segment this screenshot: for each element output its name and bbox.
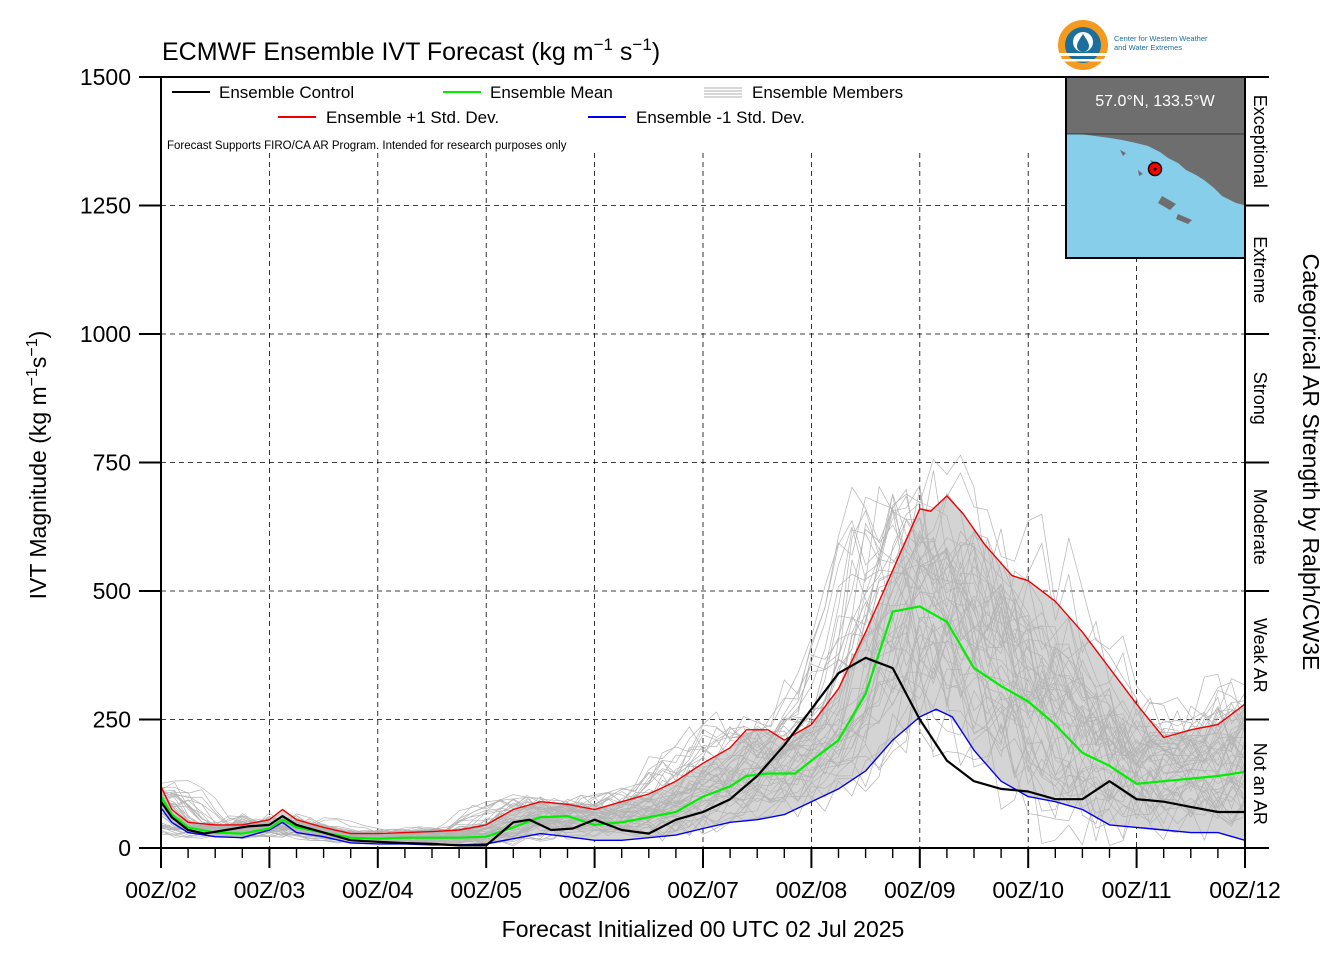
ensemble-member-line [160, 619, 1246, 847]
chart-title: ECMWF Ensemble IVT Forecast (kg m−1 s−1) [162, 35, 660, 66]
category-label: Not an AR [1250, 743, 1270, 825]
x-tick-label: 00Z/02 [125, 877, 197, 903]
y-tick-label: 1500 [80, 64, 131, 90]
x-tick-label: 00Z/10 [992, 877, 1064, 903]
ensemble-member-line [160, 454, 1246, 835]
cw3e-logo: Center for Western Weather and Water Ext… [1058, 20, 1208, 70]
inset-map: 57.0°N, 133.5°W [1065, 76, 1246, 259]
y-tick-label: 0 [118, 835, 131, 861]
category-label: Extreme [1250, 236, 1270, 303]
logo-text-line2: and Water Extremes [1114, 43, 1182, 52]
legend-label-mean: Ensemble Mean [490, 83, 613, 102]
series-line-plus-std [160, 495, 1246, 835]
series-line-mean [160, 605, 1246, 840]
category-label: Exceptional [1250, 95, 1270, 188]
legend-label-members: Ensemble Members [752, 83, 903, 102]
ensemble-member-line [160, 472, 1246, 835]
ensemble-member-line [160, 618, 1246, 843]
y-tick-label: 250 [93, 707, 131, 733]
ensemble-member-line [160, 595, 1246, 841]
inset-location-label: 57.0°N, 133.5°W [1095, 93, 1215, 110]
category-label: Strong [1250, 372, 1270, 425]
disclaimer-text: Forecast Supports FIRO/CA AR Program. In… [167, 140, 567, 152]
ensemble-member-line [160, 615, 1246, 841]
legend-label-minus-std: Ensemble -1 Std. Dev. [636, 108, 805, 127]
y-tick-label: 1250 [80, 193, 131, 219]
legend-label-control: Ensemble Control [219, 83, 354, 102]
x-tick-label: 00Z/04 [342, 877, 414, 903]
series-line-control [160, 656, 1245, 847]
x-tick-label: 00Z/07 [667, 877, 739, 903]
x-axis-label: Forecast Initialized 00 UTC 02 Jul 2025 [502, 916, 905, 942]
x-tick-label: 00Z/12 [1209, 877, 1281, 903]
legend-label-plus-std: Ensemble +1 Std. Dev. [326, 108, 499, 127]
y-tick-label: 1000 [80, 321, 131, 347]
ensemble-member-line [160, 534, 1246, 839]
ar-strength-label: Categorical AR Strength by Ralph/CW3E [1298, 254, 1324, 671]
logo-text-line1: Center for Western Weather [1114, 34, 1208, 43]
ensemble-member-line [160, 536, 1246, 839]
inset-land [1067, 78, 1244, 205]
x-tick-label: 00Z/09 [884, 877, 956, 903]
ensemble-member-line [160, 623, 1246, 844]
grid-layer [161, 77, 1245, 848]
series-layer [160, 495, 1246, 847]
category-label: Moderate [1250, 489, 1270, 565]
y-tick-label: 750 [93, 450, 131, 476]
ensemble-member-line [160, 495, 1246, 837]
x-tick-label: 00Z/05 [450, 877, 522, 903]
y-axis-label: IVT Magnitude (kg m−1s−1) [24, 331, 51, 600]
axis-layer: 0 250 500 750 1000 1250 1500 00Z/02 00Z/03 00Z/04… [80, 64, 1281, 903]
x-tick-label: 00Z/03 [234, 877, 306, 903]
legend: Ensemble Control Ensemble Mean Ensemble … [167, 83, 903, 152]
category-label: Weak AR [1250, 618, 1270, 693]
x-tick-label: 00Z/11 [1102, 877, 1172, 903]
x-tick-label: 00Z/08 [776, 877, 848, 903]
series-line-minus-std [160, 708, 1246, 846]
y-tick-label: 500 [93, 578, 131, 604]
logo-drop-icon [1077, 34, 1089, 52]
legend-swatch-members [704, 87, 742, 98]
x-tick-label: 00Z/06 [559, 877, 631, 903]
category-layer: Not an AR Weak AR Moderate Strong Extreme Exc… [1244, 76, 1270, 849]
